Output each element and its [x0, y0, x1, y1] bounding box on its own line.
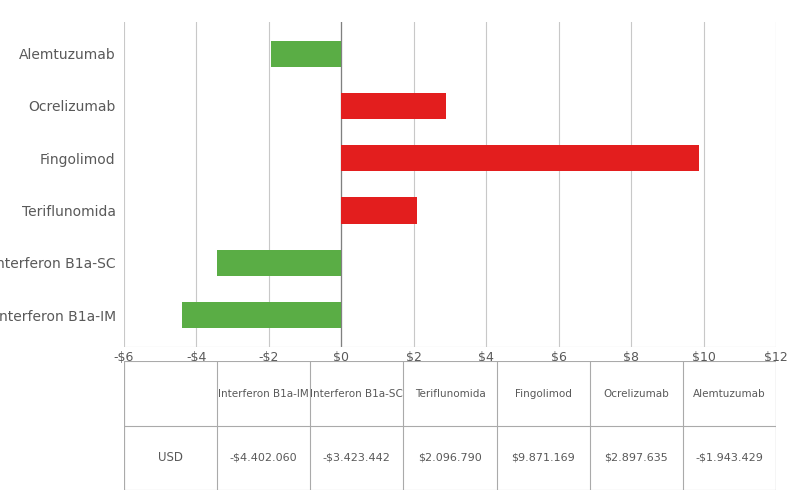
- Text: USD: USD: [158, 451, 183, 464]
- Text: $9.871.169: $9.871.169: [511, 453, 575, 463]
- Text: Interferon B1a-IM: Interferon B1a-IM: [218, 389, 309, 398]
- Text: $2.096.790: $2.096.790: [418, 453, 482, 463]
- Text: Alemtuzumab: Alemtuzumab: [693, 389, 766, 398]
- Text: Fingolimod: Fingolimod: [514, 389, 571, 398]
- Text: Interferon B1a-SC: Interferon B1a-SC: [310, 389, 403, 398]
- Bar: [342, 198, 418, 224]
- Bar: [342, 145, 699, 171]
- Text: -$4.402.060: -$4.402.060: [230, 453, 298, 463]
- Bar: [271, 41, 342, 67]
- Text: Teriflunomida: Teriflunomida: [414, 389, 486, 398]
- Text: $2.897.635: $2.897.635: [605, 453, 668, 463]
- Text: -$3.423.442: -$3.423.442: [323, 453, 390, 463]
- Bar: [182, 302, 342, 328]
- Bar: [342, 93, 446, 119]
- Text: Ocrelizumab: Ocrelizumab: [603, 389, 669, 398]
- Text: -$1.943.429: -$1.943.429: [695, 453, 763, 463]
- Bar: [218, 250, 342, 276]
